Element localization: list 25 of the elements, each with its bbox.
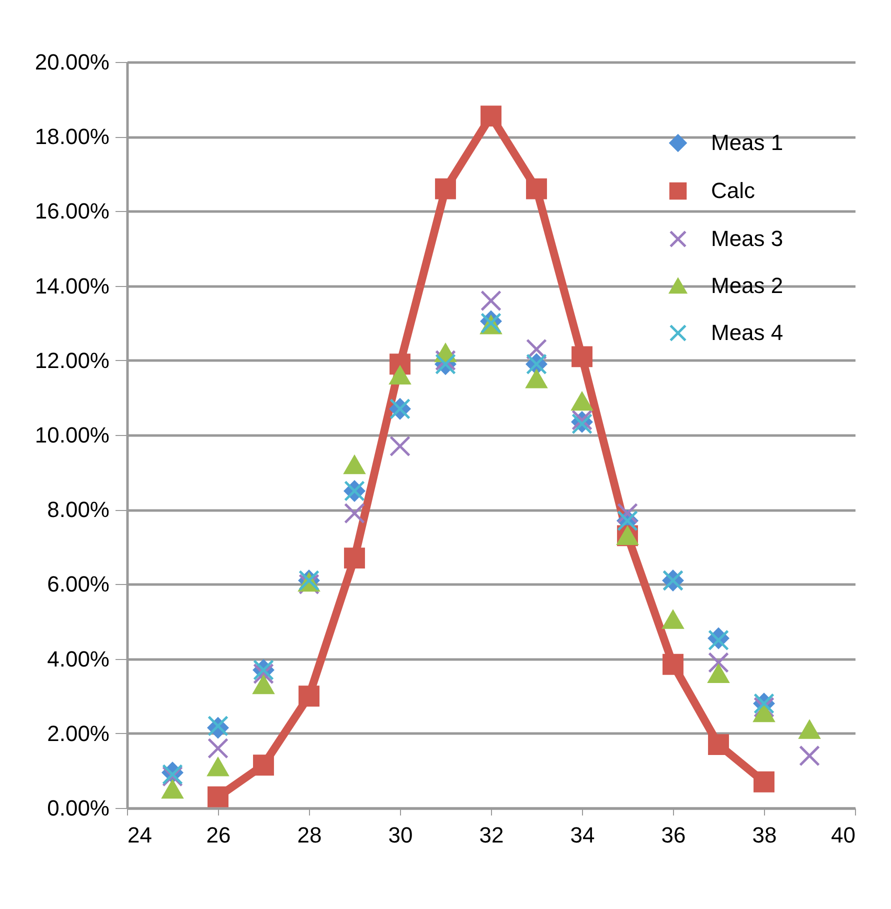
legend-label: Meas 3 — [711, 226, 784, 251]
y-tick-label: 14.00% — [34, 273, 110, 298]
y-tick-label: 6.00% — [47, 572, 110, 597]
x-tick-label: 30 — [388, 822, 413, 848]
x-tick-label: 40 — [831, 822, 856, 848]
x-tick-label: 24 — [128, 822, 152, 848]
legend-label: Meas 2 — [711, 273, 784, 298]
y-tick-label: 20.00% — [34, 50, 110, 74]
y-tick-label: 10.00% — [34, 422, 110, 448]
x-tick-label: 26 — [206, 822, 231, 848]
y-tick-label: 2.00% — [47, 720, 110, 746]
x-tick-label: 28 — [297, 822, 322, 848]
y-tick-label: 12.00% — [34, 348, 110, 373]
y-tick-label: 16.00% — [34, 198, 110, 224]
x-tick-label: 32 — [479, 822, 504, 848]
y-tick-label: 8.00% — [47, 497, 110, 522]
x-tick-label: 34 — [570, 822, 595, 848]
x-tick-label: 36 — [661, 822, 686, 848]
y-tick-label: 0.00% — [47, 796, 110, 820]
y-tick-label: 4.00% — [47, 646, 110, 672]
y-tick-label: 18.00% — [34, 124, 110, 150]
x-tick-label: 38 — [752, 822, 777, 848]
legend-label: Calc — [711, 178, 756, 203]
legend-label: Meas 4 — [711, 320, 784, 345]
legend-label: Meas 1 — [711, 130, 784, 155]
